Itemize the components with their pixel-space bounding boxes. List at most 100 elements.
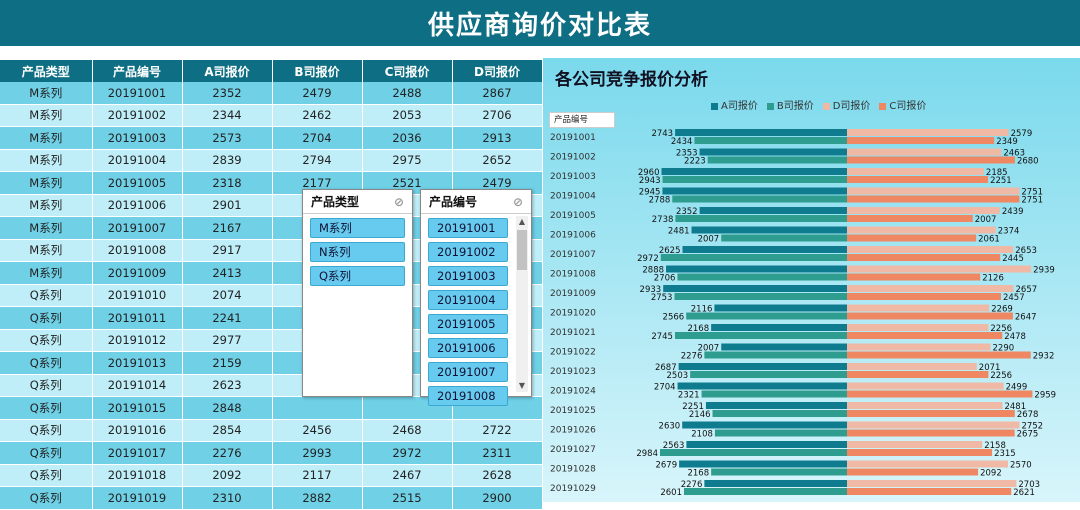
table-cell[interactable]: M系列 (0, 82, 93, 105)
bar[interactable] (705, 402, 847, 409)
bar[interactable] (686, 312, 847, 320)
table-cell[interactable]: 2975 (362, 149, 453, 172)
bar[interactable] (847, 273, 981, 281)
bar[interactable] (721, 343, 847, 351)
bar[interactable] (699, 207, 847, 214)
bar[interactable] (847, 351, 1031, 359)
bar[interactable] (691, 226, 847, 234)
table-cell[interactable]: 2074 (182, 284, 273, 307)
bar[interactable] (714, 304, 847, 312)
bar[interactable] (847, 265, 1032, 273)
bar[interactable] (674, 293, 847, 300)
field-button[interactable]: 产品编号 (549, 112, 615, 128)
bar[interactable] (847, 449, 993, 456)
bar[interactable] (847, 285, 1014, 292)
bar[interactable] (704, 480, 847, 487)
slicer-item[interactable]: 20191004 (428, 290, 508, 310)
table-cell[interactable]: 20191008 (92, 239, 183, 262)
column-header[interactable]: A司报价 (182, 60, 273, 82)
slicer-item[interactable]: Q系列 (310, 266, 405, 286)
column-header[interactable]: C司报价 (362, 60, 453, 82)
bar[interactable] (847, 312, 1013, 320)
scroll-up-icon[interactable]: ▲ (518, 217, 526, 226)
column-header[interactable]: 产品类型 (0, 60, 93, 82)
bar[interactable] (684, 488, 847, 495)
bar[interactable] (679, 460, 847, 468)
table-cell[interactable]: Q系列 (0, 351, 93, 375)
bar[interactable] (847, 421, 1020, 429)
table-cell[interactable]: 2882 (272, 486, 363, 510)
table-cell[interactable]: 20191011 (92, 306, 183, 330)
table-cell[interactable]: 2867 (452, 82, 543, 105)
table-cell[interactable]: 20191016 (92, 419, 183, 442)
table-cell[interactable]: Q系列 (0, 486, 93, 510)
bar[interactable] (847, 187, 1020, 195)
bar[interactable] (847, 488, 1012, 495)
table-cell[interactable]: 2913 (452, 126, 543, 150)
table-cell[interactable]: 2977 (182, 329, 273, 352)
bar[interactable] (847, 246, 1014, 253)
column-header[interactable]: B司报价 (272, 60, 363, 82)
bar[interactable] (662, 187, 847, 195)
bar[interactable] (847, 363, 977, 370)
table-cell[interactable]: 2917 (182, 239, 273, 262)
bar[interactable] (847, 148, 1002, 156)
bar[interactable] (847, 129, 1009, 136)
bar[interactable] (674, 332, 847, 339)
slicer-item[interactable]: 20191006 (428, 338, 508, 358)
table-cell[interactable]: 2900 (452, 486, 543, 510)
bar[interactable] (847, 168, 984, 175)
table-cell[interactable]: 20191013 (92, 351, 183, 375)
table-cell[interactable] (272, 396, 363, 420)
slicer-item[interactable]: N系列 (310, 242, 405, 262)
bar[interactable] (663, 285, 847, 292)
table-cell[interactable]: 2177 (272, 171, 363, 195)
table-cell[interactable]: 20191018 (92, 464, 183, 487)
bar[interactable] (714, 429, 847, 437)
table-cell[interactable]: 2479 (452, 171, 543, 195)
table-cell[interactable]: Q系列 (0, 284, 93, 307)
table-cell[interactable]: Q系列 (0, 374, 93, 397)
table-cell[interactable]: M系列 (0, 194, 93, 217)
table-cell[interactable]: 2901 (182, 194, 273, 217)
table-cell[interactable]: 20191015 (92, 396, 183, 420)
bar[interactable] (686, 441, 847, 448)
table-cell[interactable]: 2318 (182, 171, 273, 195)
bar[interactable] (721, 234, 847, 242)
table-cell[interactable]: 2722 (452, 419, 543, 442)
table-cell[interactable]: 20191007 (92, 216, 183, 240)
slicer-item[interactable]: 20191001 (428, 218, 508, 238)
bar[interactable] (678, 363, 847, 370)
bar[interactable] (704, 351, 847, 359)
filter-clear-icon[interactable]: ⊘ (512, 194, 523, 209)
table-cell[interactable]: 2479 (272, 82, 363, 105)
table-cell[interactable]: 20191001 (92, 82, 183, 105)
table-cell[interactable]: 2521 (362, 171, 453, 195)
bar[interactable] (660, 254, 847, 261)
table-cell[interactable]: 2573 (182, 126, 273, 150)
bar[interactable] (847, 137, 995, 144)
slicer-item[interactable]: 20191005 (428, 314, 508, 334)
bar[interactable] (690, 371, 847, 378)
table-cell[interactable]: 20191002 (92, 104, 183, 127)
table-cell[interactable]: 2488 (362, 82, 453, 105)
bar[interactable] (711, 468, 847, 476)
bar[interactable] (699, 148, 847, 156)
bar[interactable] (677, 273, 847, 281)
bar[interactable] (847, 429, 1015, 437)
table-cell[interactable]: Q系列 (0, 306, 93, 330)
table-cell[interactable]: 2117 (272, 464, 363, 487)
bar[interactable] (847, 156, 1015, 164)
bar[interactable] (675, 129, 847, 136)
table-cell[interactable]: 2344 (182, 104, 273, 127)
table-cell[interactable]: Q系列 (0, 441, 93, 465)
bar[interactable] (847, 402, 1003, 409)
table-cell[interactable]: 2848 (182, 396, 273, 420)
bar[interactable] (677, 382, 847, 390)
bar[interactable] (682, 246, 848, 253)
table-cell[interactable]: 20191003 (92, 126, 183, 150)
bar[interactable] (847, 215, 973, 222)
filter-clear-icon[interactable]: ⊘ (393, 194, 404, 209)
table-cell[interactable]: 20191012 (92, 329, 183, 352)
table-cell[interactable]: M系列 (0, 239, 93, 262)
